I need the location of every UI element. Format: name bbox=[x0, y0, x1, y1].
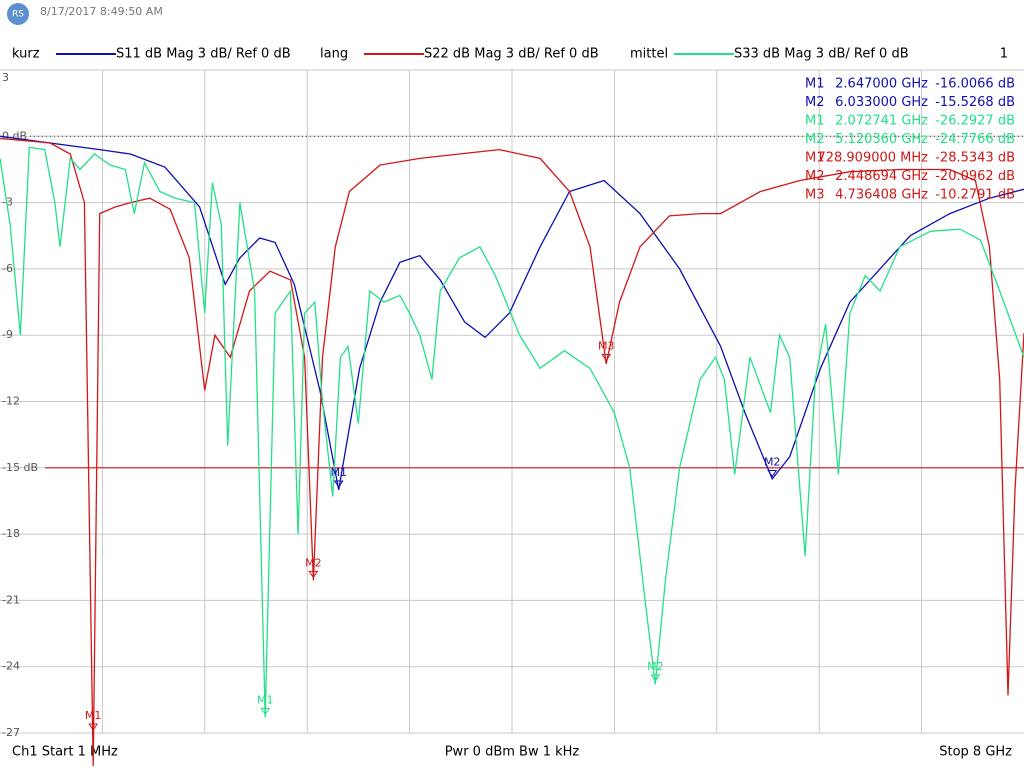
channel-number: 1 bbox=[1000, 47, 1008, 62]
marker-label: M1 bbox=[85, 709, 102, 722]
marker-table-level: -26.2927 dB bbox=[935, 114, 1015, 129]
legend-name: lang bbox=[320, 47, 348, 62]
marker-table-freq: 6.033000 GHz bbox=[835, 95, 928, 110]
marker-label: M1 bbox=[257, 693, 274, 706]
y-tick-label: -3 bbox=[2, 196, 13, 209]
marker-table-name: M2 bbox=[805, 132, 825, 147]
marker-label: M3 bbox=[598, 339, 615, 352]
marker-symbol bbox=[601, 353, 612, 362]
marker-table-name: M1 bbox=[805, 114, 825, 129]
marker-table-name: M2 bbox=[805, 169, 825, 184]
marker-label: M2 bbox=[764, 455, 781, 468]
marker-table-freq: 2.448694 GHz bbox=[835, 169, 928, 184]
marker-symbol bbox=[333, 480, 344, 488]
marker-symbol bbox=[260, 707, 271, 716]
y-tick-label: -24 bbox=[2, 660, 20, 673]
marker-label: M2 bbox=[305, 556, 322, 569]
marker-symbol bbox=[88, 723, 99, 731]
legend-trace: S11 dB Mag 3 dB/ Ref 0 dB bbox=[116, 47, 291, 62]
marker-table-name: M1 bbox=[805, 151, 825, 166]
marker-table-freq: 2.647000 GHz bbox=[835, 77, 928, 92]
y-tick-label: -9 bbox=[2, 328, 13, 341]
y-tick-label: -12 bbox=[2, 395, 20, 408]
legend-trace: S33 dB Mag 3 dB/ Ref 0 dB bbox=[734, 47, 909, 62]
y-tick-label: -27 bbox=[2, 726, 20, 739]
trace-line bbox=[0, 137, 1024, 767]
footer-right: Stop 8 GHz bbox=[939, 745, 1012, 760]
marker-symbol bbox=[650, 674, 661, 682]
legend-trace: S22 dB Mag 3 dB/ Ref 0 dB bbox=[424, 47, 599, 62]
marker-table-name: M3 bbox=[805, 188, 825, 203]
timestamp: 8/17/2017 8:49:50 AM bbox=[40, 5, 163, 18]
marker-table-freq: 5.120360 GHz bbox=[835, 132, 928, 147]
marker-table-level: -24.7766 dB bbox=[935, 132, 1015, 147]
y-tick-label: -21 bbox=[2, 593, 20, 606]
logo: RS bbox=[7, 3, 29, 25]
footer-left: Ch1 Start 1 MHz bbox=[12, 745, 118, 760]
y-tick-label: 3 bbox=[2, 71, 9, 84]
marker-table-level: -20.0962 dB bbox=[935, 169, 1015, 184]
marker-table-level: -28.5343 dB bbox=[935, 151, 1015, 166]
legend-name: kurz bbox=[12, 47, 40, 62]
marker-label: M1 bbox=[330, 466, 347, 479]
y-tick-label: -18 bbox=[2, 527, 20, 540]
marker-symbol bbox=[767, 469, 778, 478]
marker-table-freq: 4.736408 GHz bbox=[835, 188, 928, 203]
y-tick-label: -6 bbox=[2, 262, 13, 275]
marker-table-level: -16.0066 dB bbox=[935, 77, 1015, 92]
footer-center: Pwr 0 dBm Bw 1 kHz bbox=[445, 745, 580, 760]
marker-table-name: M2 bbox=[805, 95, 825, 110]
trace-line bbox=[0, 146, 1024, 718]
marker-table-freq: 728.909000 MHz bbox=[817, 151, 928, 166]
legend-name: mittel bbox=[630, 47, 668, 62]
svg-text:RS: RS bbox=[12, 10, 24, 20]
marker-table-freq: 2.072741 GHz bbox=[835, 114, 928, 129]
marker-symbol bbox=[308, 570, 319, 579]
marker-table-name: M1 bbox=[805, 77, 825, 92]
marker-table-level: -10.2791 dB bbox=[935, 188, 1015, 203]
y-tick-label: -15 dB bbox=[2, 461, 38, 474]
marker-label: M2 bbox=[647, 660, 664, 673]
marker-table-level: -15.5268 dB bbox=[935, 95, 1015, 110]
